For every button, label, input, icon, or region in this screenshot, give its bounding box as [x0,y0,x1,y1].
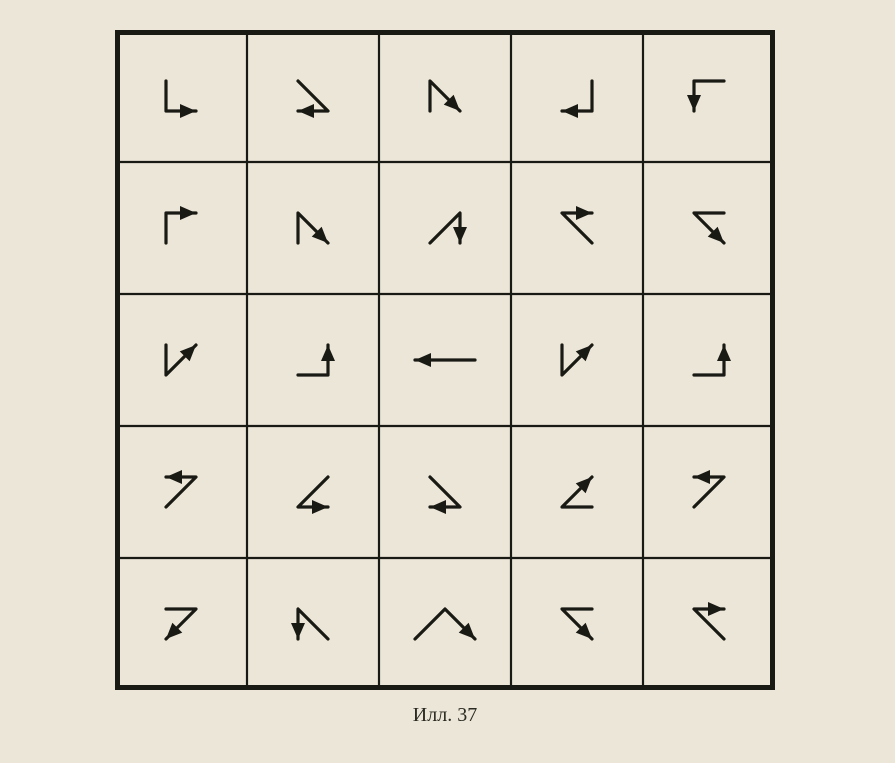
arrow-grid-figure [115,30,775,690]
grid-arrow-head [694,470,710,484]
grid-arrow-head [562,104,578,118]
grid-arrow-head [321,345,335,361]
grid-arrow-head [453,227,467,243]
grid-arrow-head [180,206,196,220]
grid-arrow-head [717,345,731,361]
grid-arrow-head [576,206,592,220]
grid-arrow-head [430,500,446,514]
grid-arrow-head [415,353,431,367]
grid-arrow-head [298,104,314,118]
grid-arrow-head [291,623,305,639]
grid-arrow-head [687,95,701,111]
grid-arrow-head [312,500,328,514]
arrow-grid-svg [115,30,775,690]
grid-arrow-head [166,470,182,484]
figure-caption: Илл. 37 [115,704,775,727]
grid-arrow-head [180,104,196,118]
grid-arrow-head [708,602,724,616]
